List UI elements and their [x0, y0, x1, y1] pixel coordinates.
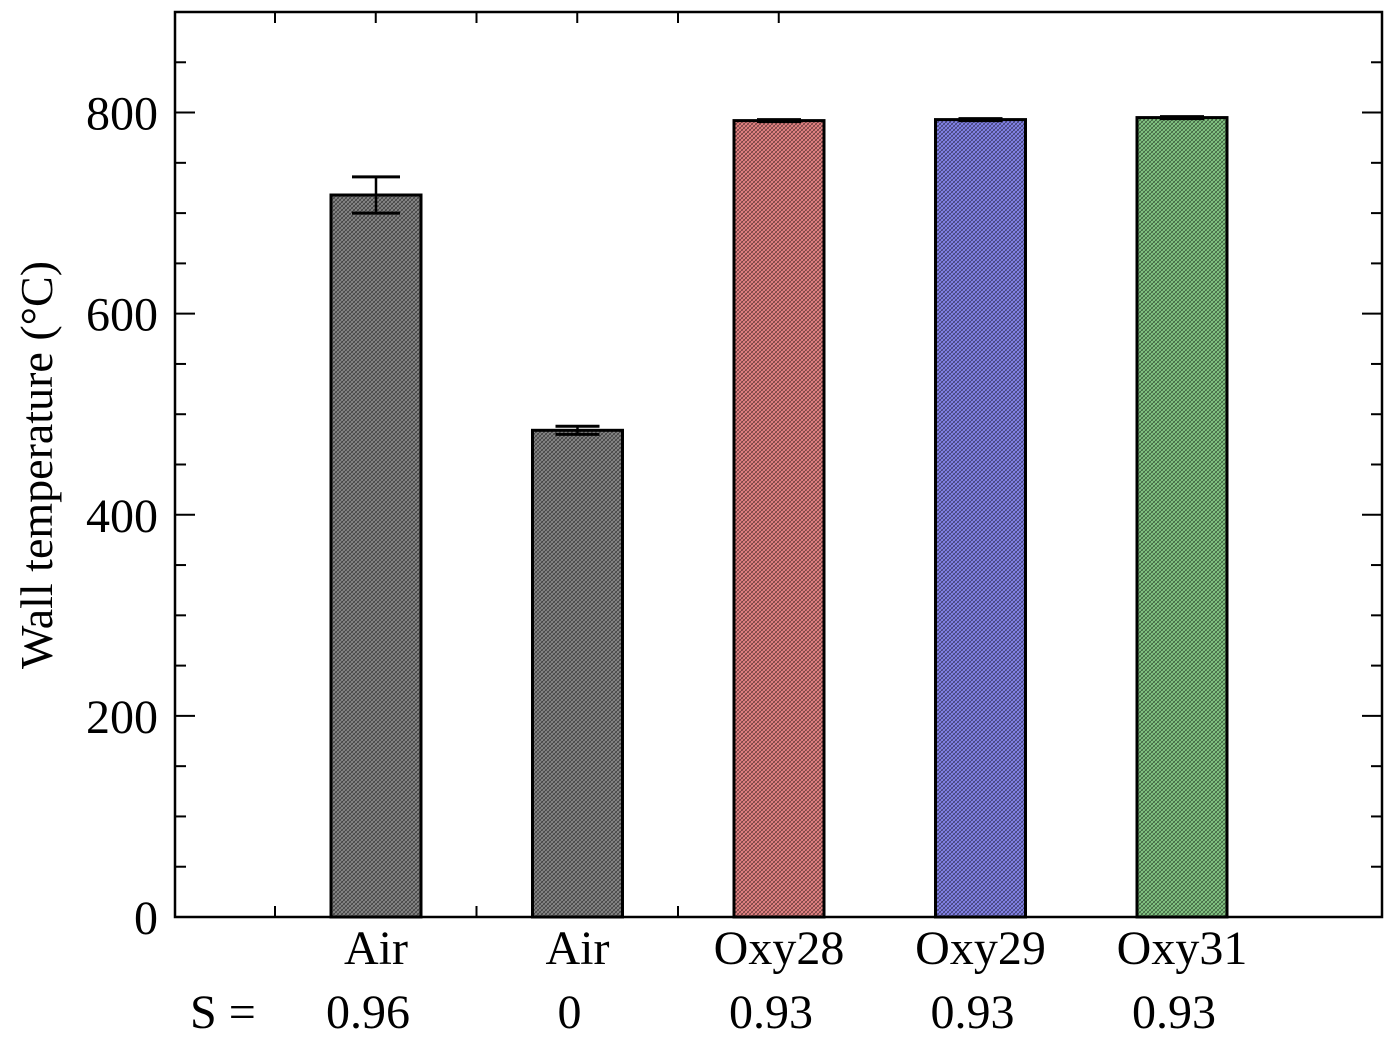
s-prefix-label: S = — [190, 986, 256, 1039]
x-category-label: Oxy29 — [915, 922, 1046, 975]
x-category-label: Air — [546, 922, 610, 975]
y-tick-label: 200 — [86, 691, 158, 744]
s-value-label: 0 — [558, 986, 582, 1039]
s-value-label: 0.93 — [729, 986, 813, 1039]
s-value-label: 0.96 — [326, 986, 410, 1039]
s-value-label: 0.93 — [931, 986, 1015, 1039]
y-tick-label: 600 — [86, 289, 158, 342]
bar — [1135, 116, 1229, 919]
s-value-label: 0.93 — [1132, 986, 1216, 1039]
bar — [531, 428, 624, 919]
bar — [732, 119, 826, 919]
y-tick-label: 800 — [86, 88, 158, 141]
plot-frame — [173, 10, 1384, 919]
x-category-label: Oxy28 — [714, 922, 845, 975]
bar — [329, 193, 423, 919]
bar — [934, 118, 1027, 919]
y-tick-label: 0 — [134, 892, 158, 945]
y-axis-label: Wall temperature (°C) — [11, 261, 62, 669]
y-tick-label: 400 — [86, 490, 158, 543]
x-category-label: Air — [344, 922, 408, 975]
bars — [329, 115, 1229, 919]
axis-labels: 0 200 400 600 800 Air 0.96 Air 0 Oxy28 0.93 Oxy29 0.… — [86, 88, 1247, 1039]
x-category-label: Oxy31 — [1117, 922, 1248, 975]
